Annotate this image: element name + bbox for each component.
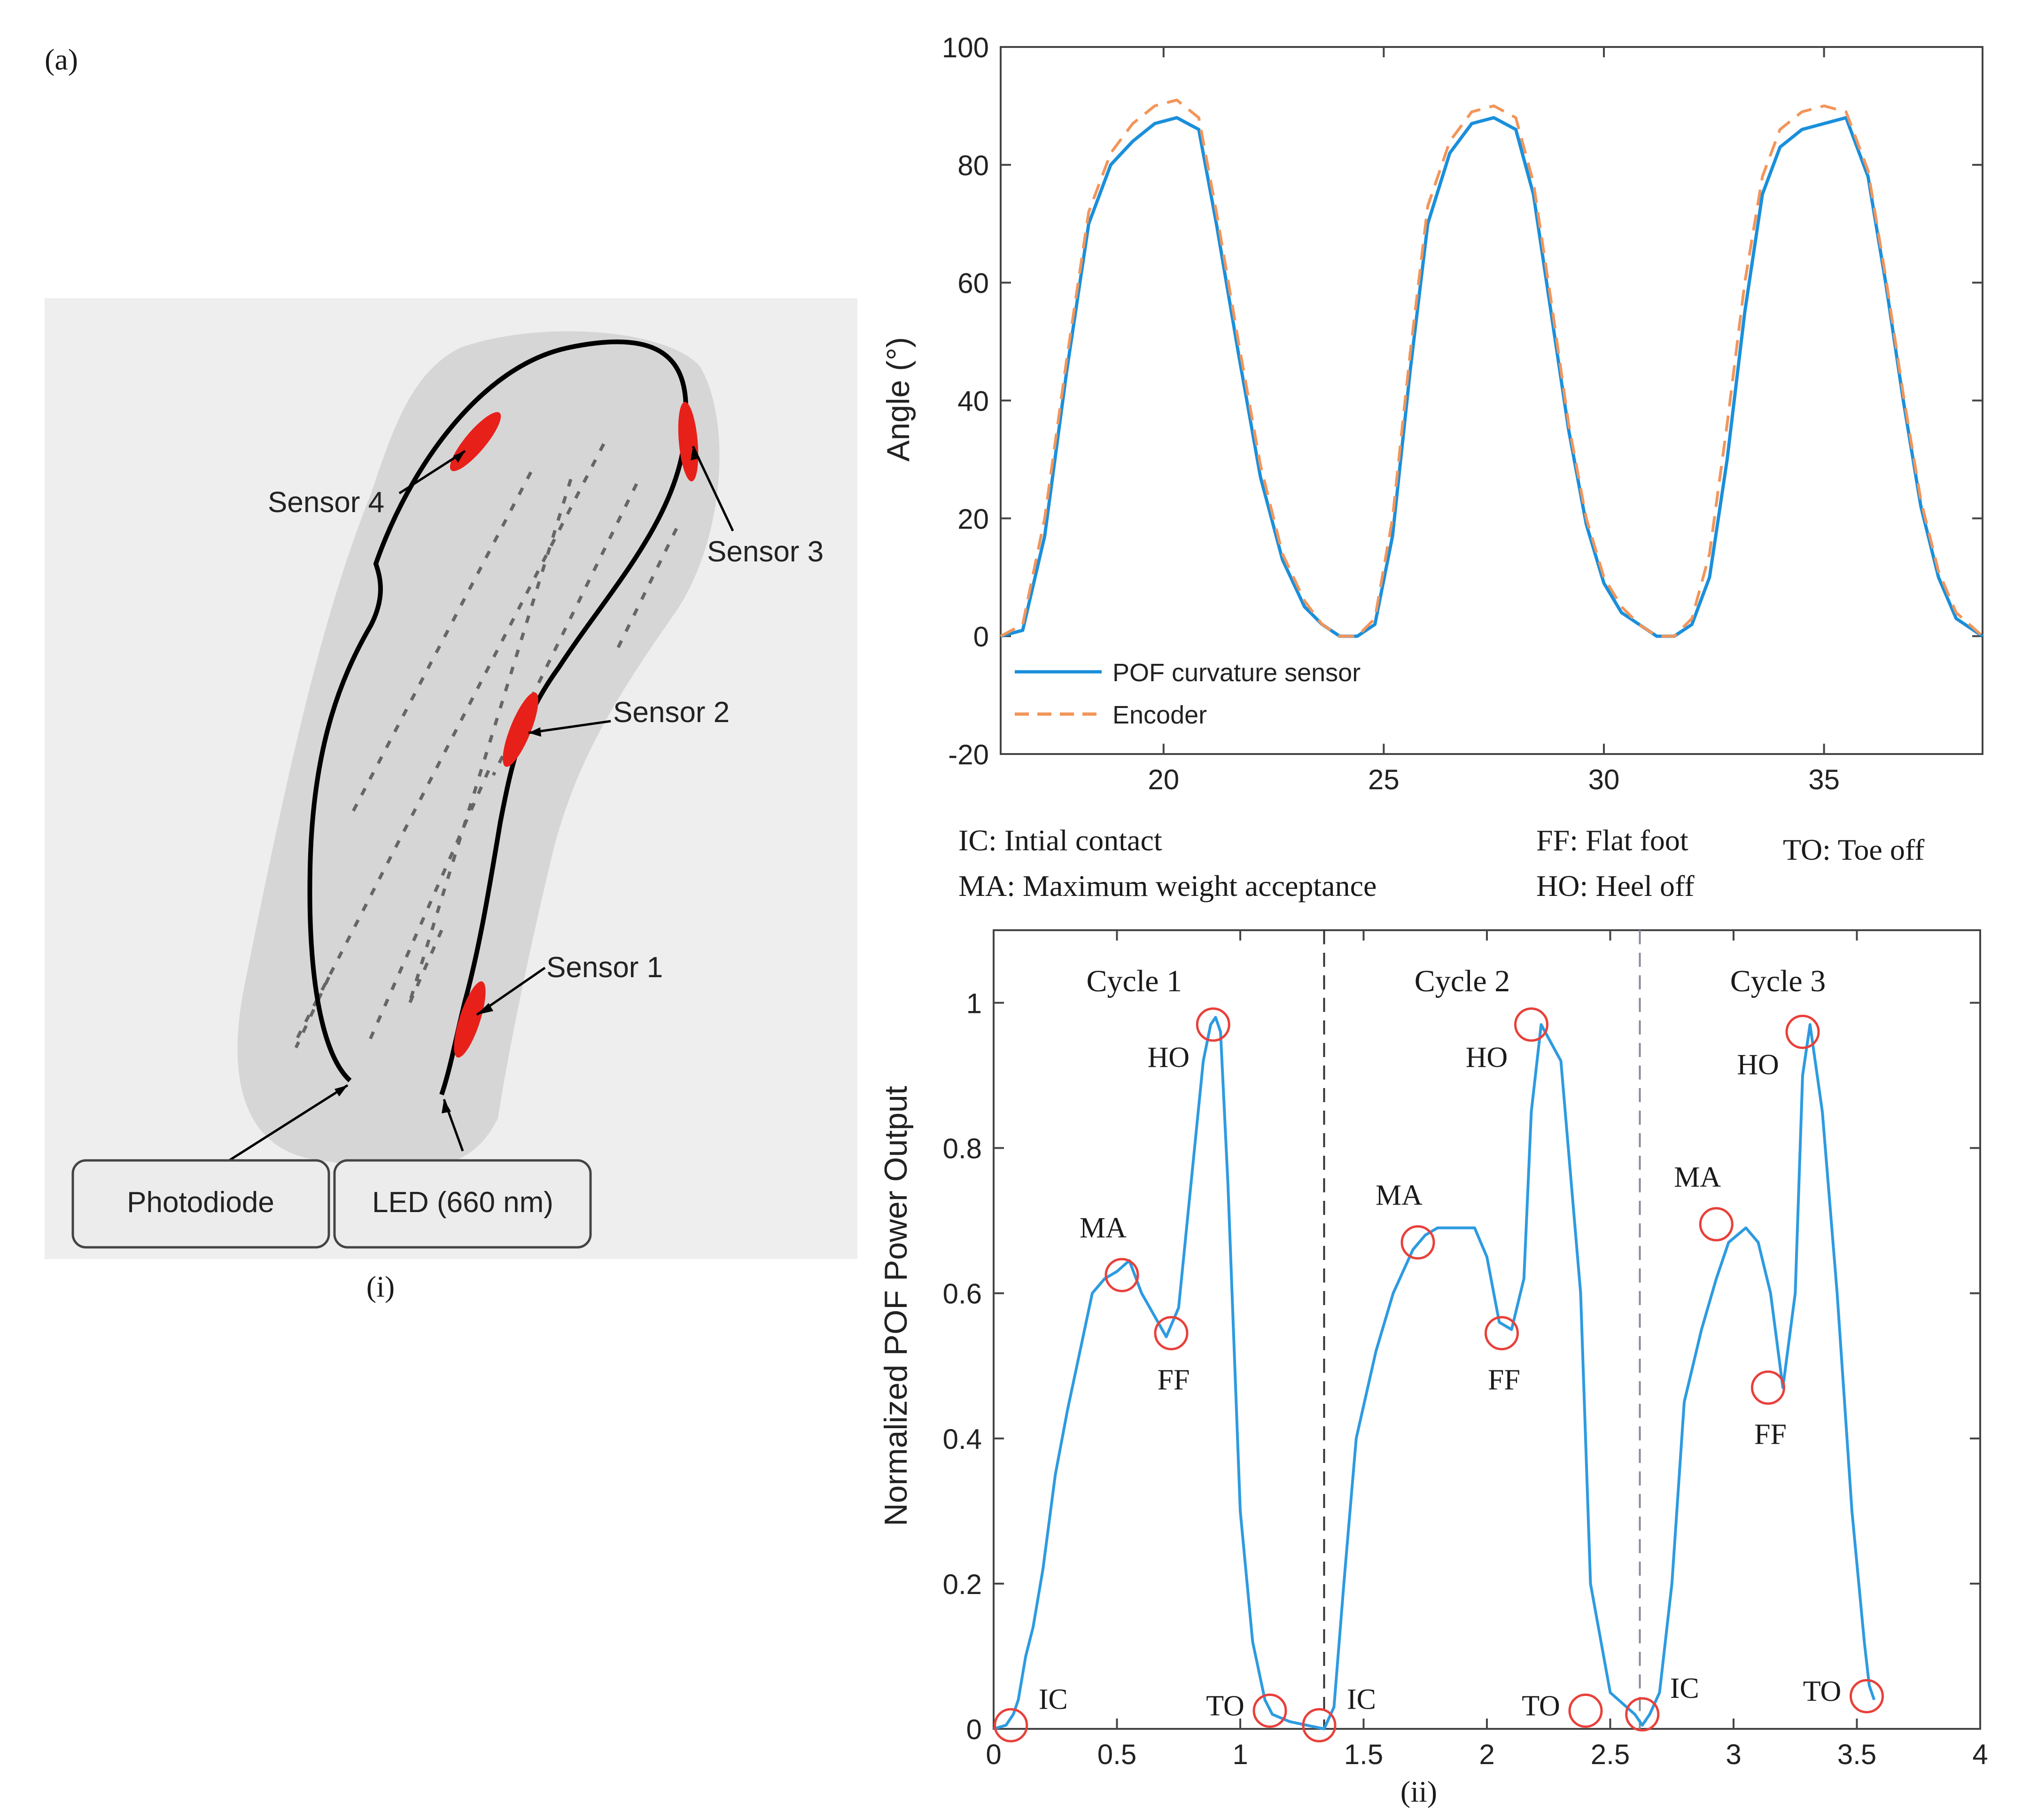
angle-xtick-label: 25 [1368, 764, 1400, 795]
series-line-encoder [1000, 98, 1983, 638]
cycle-label-3: Cycle 3 [1730, 964, 1826, 998]
series-line-pof-curvature [1000, 116, 1983, 638]
power-xtick-label: 2.5 [1591, 1739, 1630, 1770]
def-ma: MA: Maximum weight acceptance [958, 869, 1377, 902]
power-ytick-label: 0.4 [943, 1423, 982, 1455]
sensor-1-label: Sensor 1 [546, 951, 663, 984]
legend-label-pof: POF curvature sensor [1112, 659, 1361, 687]
power-xtick-label: 3 [1726, 1739, 1741, 1770]
event-label-ho: HO [1466, 1042, 1508, 1073]
event-marker-ff [1154, 1316, 1189, 1351]
angle-xtick-label: 30 [1588, 764, 1620, 795]
def-to: TO: Toe off [1783, 833, 1925, 866]
legend-label-encoder: Encoder [1112, 701, 1207, 729]
angle-ytick-label: 100 [942, 32, 989, 63]
event-label-to: TO [1522, 1690, 1560, 1722]
event-marker-to [1568, 1693, 1603, 1728]
power-chart: 0 0.2 0.4 0.6 0.8 1 0 0.5 1 1.5 2 2.5 3 3.5 4 IC MA FF HO… [878, 929, 1988, 1808]
angle-xtick-label: 35 [1808, 764, 1840, 795]
photodiode-label: Photodiode [127, 1186, 274, 1219]
power-xtick-label: 0.5 [1097, 1739, 1136, 1770]
diagram-caption: (i) [366, 1270, 395, 1303]
led-box [333, 1159, 592, 1249]
angle-ytick-label: 20 [957, 503, 989, 535]
def-ho: HO: Heel off [1536, 869, 1695, 902]
angle-ytick-label: -20 [948, 739, 989, 770]
power-ytick-label: 0.8 [943, 1133, 982, 1165]
insole-diagram: Sensor 1 Sensor 2 Sensor 3 Sensor 4 Phot… [45, 298, 857, 1303]
power-ytick-label: 0.6 [943, 1278, 982, 1310]
event-label-ic: IC [1039, 1683, 1068, 1715]
insole-shape [237, 331, 720, 1168]
angle-ytick-label: 60 [957, 268, 989, 299]
event-marker-ma [1104, 1258, 1139, 1292]
def-ic: IC: Intial contact [958, 824, 1162, 857]
event-label-to: TO [1803, 1675, 1842, 1707]
event-marker-ma [1400, 1225, 1435, 1260]
event-label-ma: MA [1376, 1180, 1423, 1212]
event-label-ma: MA [1080, 1212, 1127, 1244]
event-label-ho: HO [1737, 1049, 1779, 1081]
power-ytick-label: 0 [966, 1714, 982, 1745]
power-xtick-label: 2 [1479, 1739, 1494, 1770]
event-label-ff: FF [1158, 1364, 1190, 1396]
sensor-3-label: Sensor 3 [707, 536, 824, 568]
event-label-ic: IC [1347, 1683, 1376, 1715]
sensor-4-mark [450, 412, 501, 471]
angle-ytick-label: 0 [973, 621, 989, 653]
event-marker-ho [1514, 1007, 1548, 1042]
power-xtick-label: 0 [986, 1739, 1001, 1770]
sensor-4-label: Sensor 4 [268, 486, 384, 519]
angle-legend: POF curvature sensor Encoder [1015, 659, 1361, 729]
angle-xtick-label: 20 [1148, 764, 1179, 795]
event-label-ff: FF [1754, 1419, 1787, 1451]
event-label-ff: FF [1488, 1364, 1520, 1396]
angle-plot-frame [1000, 46, 1983, 755]
power-y-axis-label: Normalized POF Power Output [878, 1086, 914, 1526]
sensor-2-label: Sensor 2 [613, 696, 730, 729]
series-line-power [993, 1016, 1876, 1730]
event-marker-ho [1196, 1007, 1230, 1042]
cycle-label-2: Cycle 2 [1415, 964, 1510, 998]
power-xtick-label: 4 [1972, 1739, 1988, 1770]
sensor-2-mark [503, 692, 538, 767]
event-marker-ma [1699, 1207, 1734, 1242]
event-marker-to [1252, 1693, 1287, 1728]
angle-ytick-label: 80 [957, 150, 989, 181]
event-label-ic: IC [1670, 1672, 1699, 1704]
angle-chart: -20 0 20 40 60 80 100 20 25 30 35 Angle (°) POF cu… [880, 32, 1983, 795]
event-marker-ff [1485, 1316, 1519, 1351]
arrowheads [334, 446, 700, 1113]
event-label-ho: HO [1147, 1042, 1190, 1073]
event-marker-ho [1785, 1014, 1820, 1049]
event-marker-ff [1751, 1370, 1785, 1405]
def-ff: FF: Flat foot [1536, 824, 1688, 857]
event-marker-ic [994, 1708, 1028, 1742]
event-marker-ic [1625, 1697, 1660, 1732]
sensor-3-mark [678, 402, 699, 482]
power-ytick-label: 0.2 [943, 1569, 982, 1600]
power-xtick-label: 3.5 [1837, 1739, 1876, 1770]
sensor-1-mark [454, 981, 486, 1058]
cycle-label-1: Cycle 1 [1087, 964, 1182, 998]
photodiode-box [71, 1159, 330, 1249]
power-xtick-label: 1 [1232, 1739, 1248, 1770]
led-label: LED (660 nm) [372, 1186, 553, 1219]
panel-label: (a) [45, 43, 78, 76]
event-label-ma: MA [1674, 1161, 1721, 1193]
angle-y-axis-label: Angle (°) [880, 337, 916, 461]
event-marker-to [1850, 1679, 1884, 1713]
power-chart-caption: (ii) [1400, 1775, 1437, 1808]
event-definitions: IC: Intial contact MA: Maximum weight ac… [958, 824, 1925, 902]
power-xtick-label: 1.5 [1344, 1739, 1383, 1770]
power-ytick-label: 1 [966, 988, 982, 1019]
event-marker-ic [1302, 1708, 1337, 1742]
event-label-to: TO [1206, 1690, 1244, 1722]
optical-fiber [307, 339, 689, 1096]
angle-ytick-label: 40 [957, 386, 989, 417]
